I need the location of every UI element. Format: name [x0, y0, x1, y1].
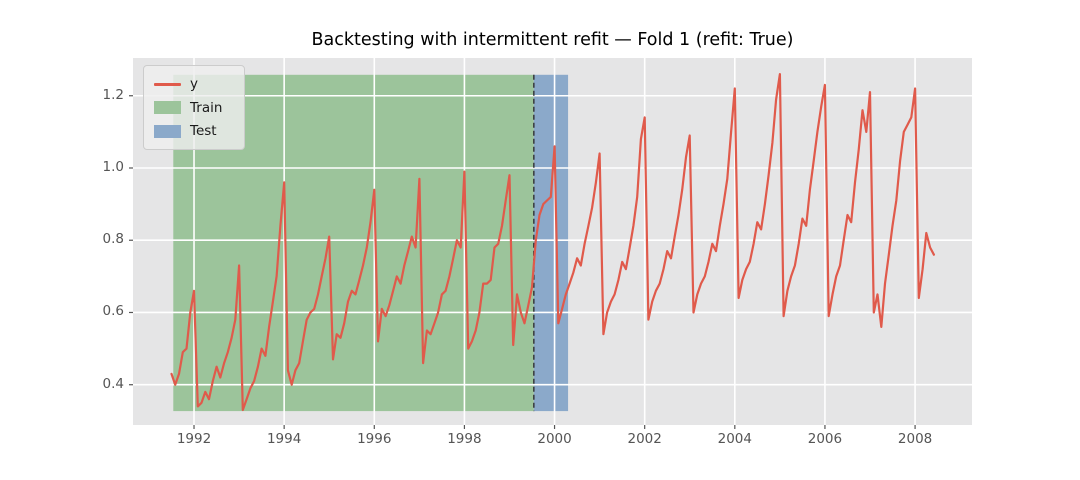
test-patch-swatch — [154, 124, 181, 138]
legend-label-test: Test — [190, 123, 217, 139]
legend-label-y: y — [190, 76, 198, 92]
series-line-swatch — [154, 82, 181, 86]
legend: y Train Test — [143, 65, 245, 150]
y-tick-label: 0.4 — [102, 375, 124, 392]
x-tick-label: 2008 — [897, 431, 933, 447]
chart-title: Backtesting with intermittent refit — Fo… — [311, 30, 794, 50]
test-region — [533, 74, 569, 412]
x-tick-label: 2004 — [717, 431, 752, 447]
legend-item-train: Train — [154, 97, 234, 119]
y-tick-label: 0.8 — [102, 231, 124, 248]
train-patch-swatch — [154, 101, 181, 114]
x-tick-label: 1998 — [447, 431, 482, 447]
series-line-y — [170, 72, 936, 412]
x-tick-label: 1994 — [266, 431, 302, 447]
x-tick-label: 2002 — [627, 431, 662, 447]
y-tick-label: 1.0 — [102, 158, 124, 175]
x-tick-label: 1992 — [176, 431, 212, 447]
legend-label-train: Train — [190, 99, 223, 116]
x-tick-label: 2006 — [807, 431, 843, 447]
legend-item-test: Test — [154, 120, 234, 142]
y-tick-label: 0.6 — [102, 303, 124, 320]
y-tick-label: 1.2 — [102, 86, 124, 103]
legend-item-y: y — [154, 73, 234, 95]
x-tick-label: 1996 — [357, 431, 392, 447]
x-tick-label: 2000 — [537, 431, 572, 447]
